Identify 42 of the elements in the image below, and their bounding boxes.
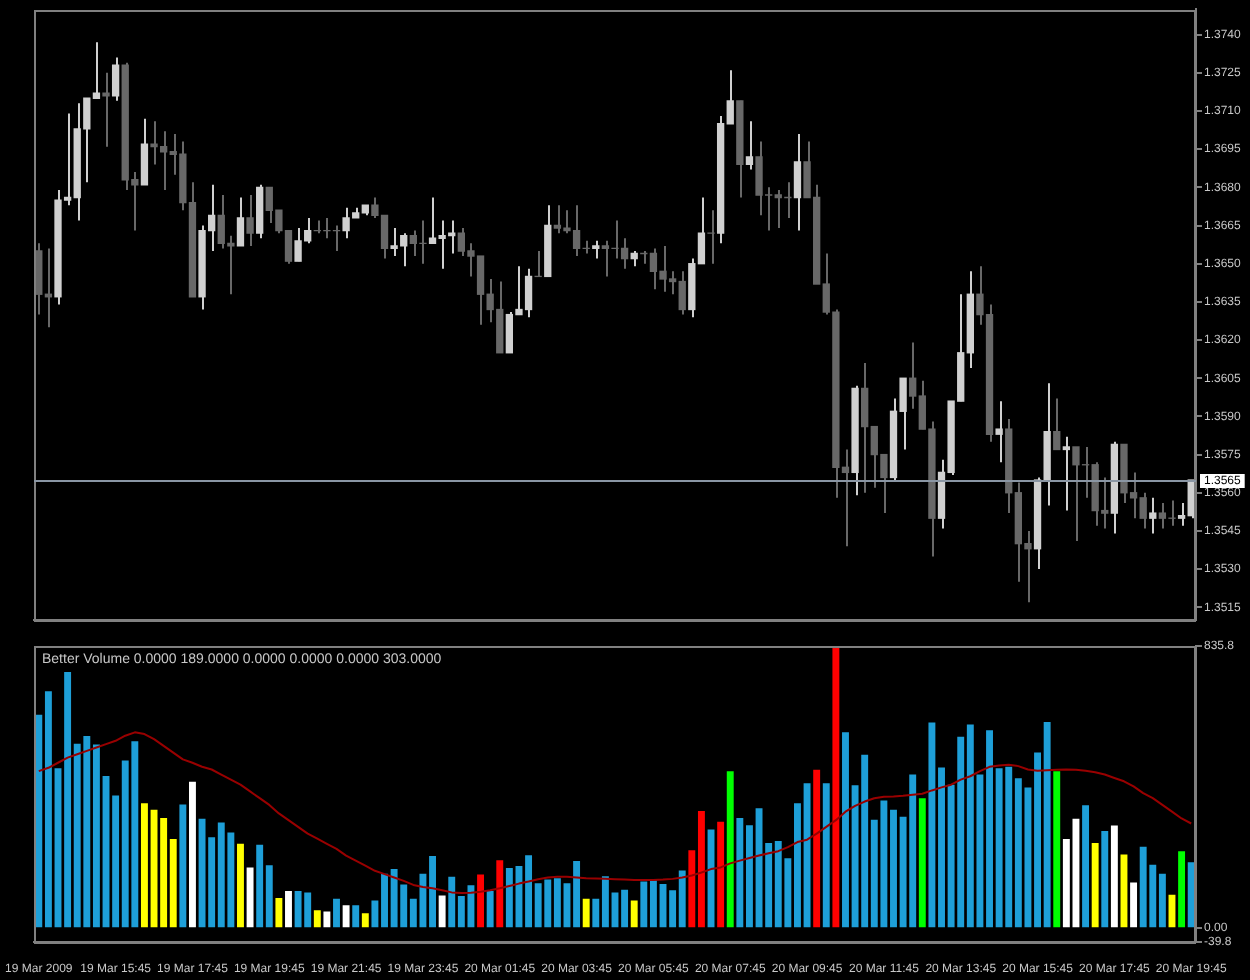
- candlestick: [1149, 496, 1157, 535]
- bar: [582, 898, 590, 928]
- bar: [496, 860, 504, 928]
- bar: [1130, 882, 1138, 928]
- bar: [918, 798, 926, 928]
- bar: [813, 769, 821, 928]
- bar: [477, 874, 485, 928]
- candlestick: [140, 117, 149, 186]
- bar: [630, 900, 638, 928]
- candlestick: [745, 120, 754, 171]
- bar: [1110, 825, 1118, 928]
- candlestick: [256, 183, 264, 240]
- bar: [352, 905, 360, 928]
- bar: [1053, 771, 1061, 928]
- bar: [313, 910, 321, 928]
- bar: [237, 843, 244, 928]
- bar: [1101, 830, 1109, 928]
- bar: [246, 867, 254, 928]
- bar: [179, 804, 187, 928]
- bar: [333, 898, 340, 928]
- bar: [285, 891, 292, 928]
- bar: [361, 913, 369, 928]
- candlestick: [236, 196, 245, 247]
- candlestick: [111, 56, 120, 102]
- bar: [275, 898, 283, 928]
- bar: [342, 905, 350, 928]
- candlestick: [1062, 435, 1071, 512]
- bar: [832, 647, 840, 928]
- bar: [189, 781, 196, 928]
- bar: [726, 771, 734, 928]
- bar: [822, 783, 830, 928]
- bar: [438, 895, 446, 928]
- bar: [717, 821, 725, 928]
- bar: [486, 891, 494, 928]
- candlestick: [995, 400, 1003, 464]
- bar: [323, 911, 331, 928]
- candlestick: [1053, 397, 1061, 451]
- candlestick: [793, 132, 802, 232]
- bar: [1178, 851, 1186, 928]
- bar: [1091, 843, 1099, 928]
- candlestick: [246, 193, 254, 247]
- bar: [1082, 805, 1090, 928]
